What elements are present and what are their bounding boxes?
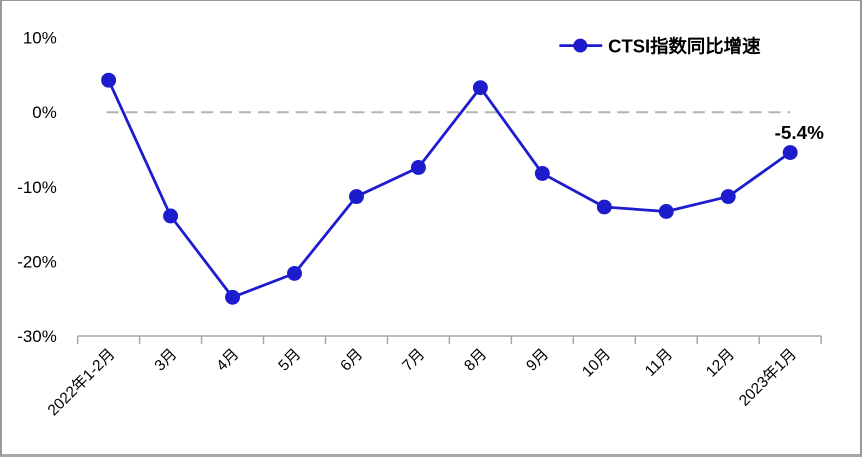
x-axis-label: 12月 [703, 346, 738, 381]
data-point-marker [287, 265, 302, 281]
x-axis-label: 2023年1月 [735, 345, 800, 410]
x-axis-label: 4月 [213, 346, 242, 375]
last-point-value-label: -5.4% [775, 122, 825, 143]
data-point-marker [658, 204, 674, 219]
data-point-marker [410, 160, 426, 175]
plot-area: 10% 0% -10% -20% -30%2022年1-2月 3月 4月 5月 6月 7月 8月 9月… [17, 29, 822, 419]
y-axis-label: 10% [23, 29, 57, 48]
data-point-marker [349, 189, 364, 204]
legend-marker-icon [573, 38, 588, 53]
data-point-marker [596, 199, 612, 215]
y-axis-label: -30% [17, 327, 56, 346]
data-point-marker [534, 165, 550, 181]
x-axis-label: 2022年1-2月 [44, 345, 119, 419]
data-point-marker [225, 289, 241, 305]
data-point-marker [472, 80, 488, 96]
x-axis-label: 10月 [579, 346, 614, 381]
x-axis-label: 7月 [399, 346, 428, 375]
data-point-marker [720, 189, 736, 204]
x-axis-label: 3月 [151, 346, 180, 375]
x-axis-label: 6月 [337, 346, 366, 375]
legend: CTSI指数同比增速 [559, 36, 761, 57]
x-axis-label: 8月 [461, 346, 490, 375]
data-point-marker [101, 72, 117, 88]
data-point-marker [782, 145, 798, 160]
x-axis-label: 5月 [275, 346, 304, 375]
x-axis-label: 11月 [642, 346, 676, 380]
legend-label: CTSI指数同比增速 [608, 36, 761, 57]
y-axis-label: 0% [32, 103, 56, 122]
series-line [107, 78, 792, 299]
y-axis-label: -10% [17, 178, 56, 197]
data-point-marker [163, 208, 179, 224]
x-axis-label: 9月 [523, 346, 552, 375]
y-axis-label: -20% [17, 252, 56, 271]
